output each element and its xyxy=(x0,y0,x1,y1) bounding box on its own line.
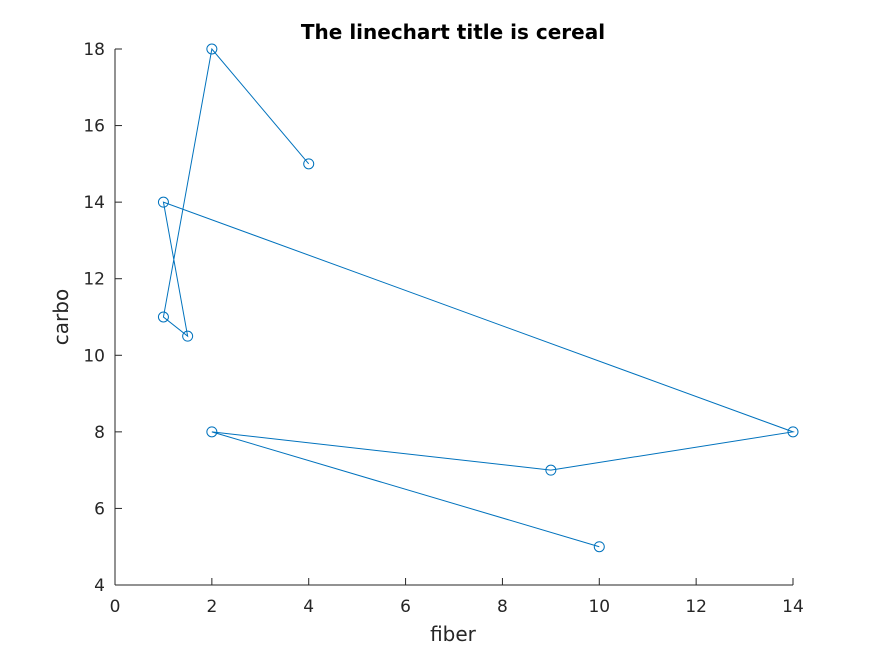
data-point-marker xyxy=(182,330,194,342)
y-tick-label: 6 xyxy=(94,499,105,519)
data-point-marker xyxy=(593,541,605,553)
x-tick-label: 2 xyxy=(206,597,217,617)
series-group xyxy=(157,43,799,553)
y-tick-label: 12 xyxy=(83,270,105,290)
x-tick-label: 12 xyxy=(685,597,707,617)
data-point-marker xyxy=(787,426,799,438)
data-point-marker xyxy=(303,158,315,170)
data-point-marker xyxy=(545,464,557,476)
x-tick-label: 4 xyxy=(303,597,314,617)
x-tick-label: 14 xyxy=(782,597,804,617)
y-tick-label: 4 xyxy=(94,576,105,596)
chart-title: The linechart title is cereal xyxy=(301,20,605,44)
x-tick-label: 8 xyxy=(497,597,508,617)
axes: 0 2 4 6 8 10 12 14 4 6 8 10 12 14 16 18 xyxy=(83,40,803,617)
x-tick-label: 6 xyxy=(400,597,411,617)
x-tick-label: 0 xyxy=(110,597,121,617)
x-tick-label: 10 xyxy=(588,597,610,617)
data-point-marker xyxy=(206,43,218,55)
data-point-marker xyxy=(157,311,169,323)
data-point-marker xyxy=(157,196,169,208)
y-tick-label: 10 xyxy=(83,346,105,366)
y-tick-label: 18 xyxy=(83,40,105,60)
x-axis-label: fiber xyxy=(430,622,477,646)
y-axis-label: carbo xyxy=(49,289,73,345)
y-tick-label: 16 xyxy=(83,117,105,137)
y-tick-label: 14 xyxy=(83,193,105,213)
y-tick-label: 8 xyxy=(94,423,105,443)
series-line xyxy=(162,47,795,548)
data-point-marker xyxy=(206,426,218,438)
